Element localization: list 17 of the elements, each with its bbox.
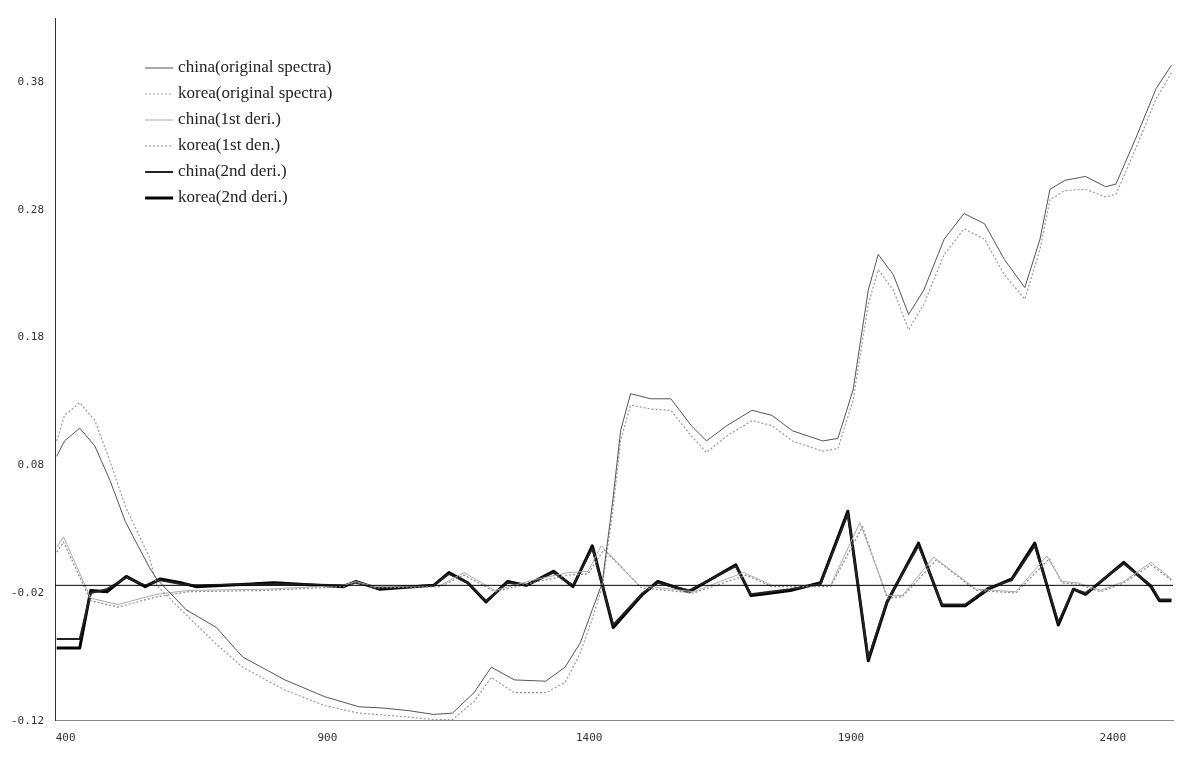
x-tick-label: 400 [55,731,76,745]
y-tick-label: -0.02 [10,585,45,599]
legend-label: korea(1st den.) [178,135,281,155]
legend-label: korea(original spectra) [178,83,333,103]
y-tick-label: 0.28 [17,202,45,216]
y-tick-label: 0.38 [17,74,45,88]
y-tick-label: 0.18 [17,330,45,344]
x-tick-label: 900 [317,731,338,745]
legend-label: china(2nd deri.) [178,161,287,181]
y-tick-label: 0.08 [17,458,45,472]
legend-label: china(1st deri.) [178,109,282,129]
y-tick-label: -0.12 [10,713,45,727]
legend-label: korea(2nd deri.) [178,187,288,207]
x-tick-label: 2400 [1099,731,1127,745]
x-tick-label: 1400 [575,731,603,745]
x-tick-label: 1900 [837,731,865,745]
legend-label: china(original spectra) [178,57,332,77]
